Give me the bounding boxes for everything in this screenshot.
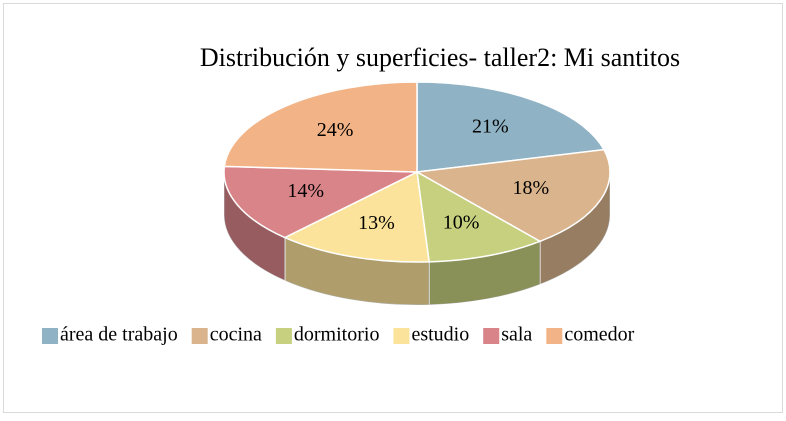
legend-swatch [42, 328, 58, 344]
legend-label: sala [501, 324, 532, 346]
legend-swatch [275, 328, 292, 344]
legend-swatch [546, 328, 563, 344]
slice [416, 170, 542, 263]
data-label: 14% [287, 180, 324, 202]
slice [283, 170, 430, 263]
legend: área de trabajo cocina dormitorio estudio sa… [42, 324, 635, 346]
legend-label: comedor [564, 324, 634, 346]
slice [223, 81, 418, 173]
legend-swatch [483, 328, 500, 344]
legend-label: estudio [411, 324, 469, 346]
slice [416, 81, 606, 173]
data-label: 24% [317, 119, 354, 141]
slice-wall-shade [224, 172, 285, 281]
legend-swatch [393, 328, 410, 344]
legend-label: dormitorio [294, 324, 380, 346]
data-label: 10% [443, 211, 480, 233]
data-label: 18% [512, 177, 549, 199]
legend-label: área de trabajo [60, 324, 178, 346]
legend-label: cocina [210, 324, 262, 346]
data-label: 13% [358, 212, 395, 234]
slice-wall-shade [284, 237, 430, 305]
legend-swatch [191, 328, 208, 344]
slice [223, 165, 418, 239]
data-label: 21% [472, 116, 509, 138]
chart-title: Distribución y superficies- taller2: Mi … [200, 43, 680, 72]
slice [414, 148, 611, 243]
slice-wall-shade [540, 172, 610, 285]
slice-wall-shade [429, 241, 541, 305]
